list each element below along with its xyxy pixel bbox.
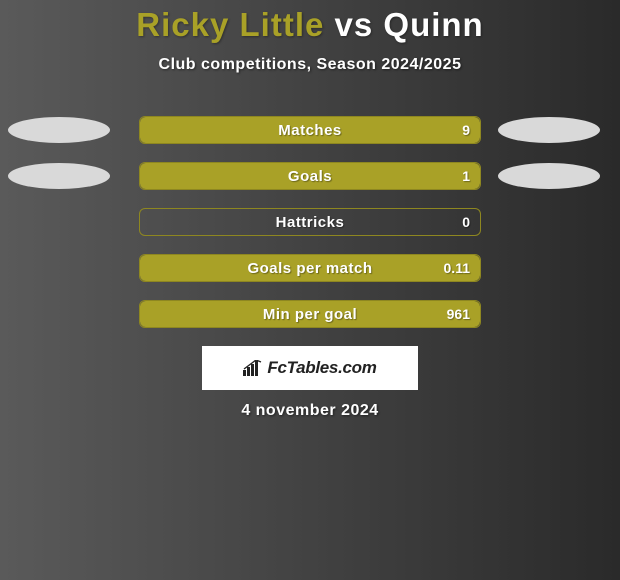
page-title: Ricky Little vs Quinn [0,6,620,44]
player-left-name: Ricky Little [136,6,324,43]
stat-label: Goals per match [140,255,480,281]
brand-text: FcTables.com [267,358,376,378]
player-right-name: Quinn [383,6,483,43]
stat-label: Min per goal [140,301,480,327]
stat-value-right: 961 [447,301,470,327]
stat-value-right: 9 [462,117,470,143]
player-right-oval [498,117,600,143]
stat-bar: Hattricks0 [139,208,481,236]
brand-box: FcTables.com [202,346,418,390]
stat-bar: Goals per match0.11 [139,254,481,282]
chart-icon [243,360,263,376]
stat-row: Min per goal961 [0,300,620,328]
stat-row: Hattricks0 [0,208,620,236]
stat-row: Matches9 [0,116,620,144]
stat-value-right: 1 [462,163,470,189]
subtitle: Club competitions, Season 2024/2025 [0,56,620,74]
stat-bar: Matches9 [139,116,481,144]
stat-rows: Matches9Goals1Hattricks0Goals per match0… [0,116,620,328]
player-left-oval [8,163,110,189]
stat-bar: Min per goal961 [139,300,481,328]
stat-label: Goals [140,163,480,189]
stat-label: Hattricks [140,209,480,235]
player-right-oval [498,163,600,189]
stat-row: Goals per match0.11 [0,254,620,282]
stat-value-right: 0 [462,209,470,235]
date-text: 4 november 2024 [0,402,620,420]
player-left-oval [8,117,110,143]
stat-label: Matches [140,117,480,143]
stat-bar: Goals1 [139,162,481,190]
vs-text: vs [335,6,374,43]
stat-value-right: 0.11 [444,255,470,281]
container: Ricky Little vs Quinn Club competitions,… [0,0,620,580]
stat-row: Goals1 [0,162,620,190]
